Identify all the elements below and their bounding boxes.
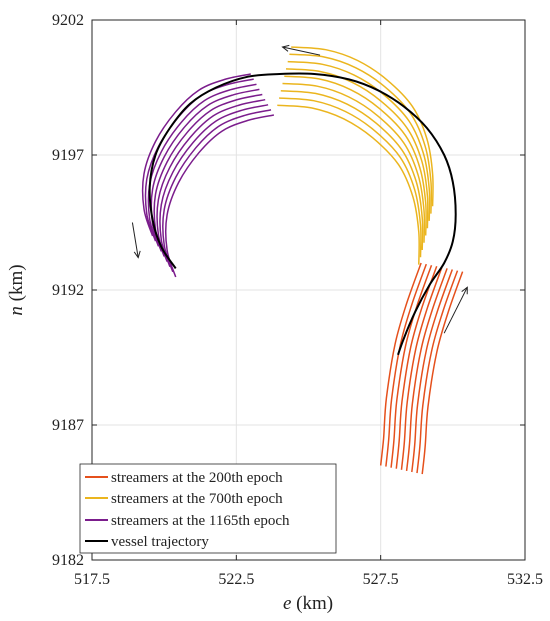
legend: streamers at the 200th epoch streamers a… [79,463,337,554]
streamer-700th-epoch [280,89,424,251]
x-axis-label-symbol: e [283,593,291,614]
legend-label-1165th: streamers at the 1165th epoch [111,513,290,529]
streamer-1165th-epoch [141,73,251,237]
legend-label-vessel: vessel trajectory [111,534,209,550]
legend-label-200th: streamers at the 200th epoch [111,470,283,486]
y-tick-label: 9187 [52,417,84,434]
streamer-700th-epoch [279,97,422,258]
streamer-700th-epoch [287,60,431,221]
streamer-1165th-epoch [159,104,269,268]
y-axis-label: n (km) [6,264,27,315]
streamer-700th-epoch [291,46,434,207]
direction-arrow-shaft [131,222,139,258]
direction-arrow-head [133,250,141,259]
direction-arrow-head [461,286,468,295]
legend-box [79,463,337,554]
streamer-1165th-epoch [162,109,272,273]
y-axis-label-symbol: n [6,306,27,316]
streamer-700th-epoch [277,104,420,265]
direction-arrow-shaft [282,46,321,56]
y-tick-label: 9182 [52,552,84,569]
legend-label-700th: streamers at the 700th epoch [111,491,283,507]
streamer-200th-epoch [416,270,459,474]
streamer-1165th-epoch [165,114,275,278]
y-tick-label: 9197 [52,147,84,164]
x-tick-label: 522.5 [218,571,254,588]
direction-arrow-head [281,44,290,52]
x-axis-label: e (km) [283,593,333,614]
streamer-200th-epoch [421,271,464,475]
x-tick-label: 527.5 [363,571,399,588]
vessel-trajectory-line [148,72,457,356]
y-tick-label: 9192 [52,282,84,299]
y-tick-label: 9202 [52,12,84,29]
x-axis-label-unit: (km) [291,593,333,614]
streamer-700th-epoch [284,75,427,236]
streamer-200th-epoch [411,269,454,473]
tick-labels: 517.5 522.5 527.5 532.5 9182 9187 9192 9197 9202 [52,12,543,588]
direction-arrow-shaft [443,287,468,334]
streamer-200th-epoch [400,267,443,470]
series-layer [131,44,468,475]
streamer-200th-epoch [395,265,438,469]
streamer-700th-epoch [282,82,426,243]
streamer-200th-epoch [390,264,433,468]
streamer-200th-epoch [385,263,428,467]
x-tick-label: 532.5 [507,571,543,588]
streamer-200th-epoch [405,268,448,471]
x-tick-label: 517.5 [74,571,110,588]
ticks [91,19,526,561]
streamer-700th-epoch [285,68,429,229]
y-axis-label-unit: (km) [6,264,27,306]
streamer-700th-epoch [289,53,433,214]
streamer-1165th-epoch [156,98,266,262]
streamer-200th-epoch [379,262,422,466]
streamer-1165th-epoch [147,83,257,247]
